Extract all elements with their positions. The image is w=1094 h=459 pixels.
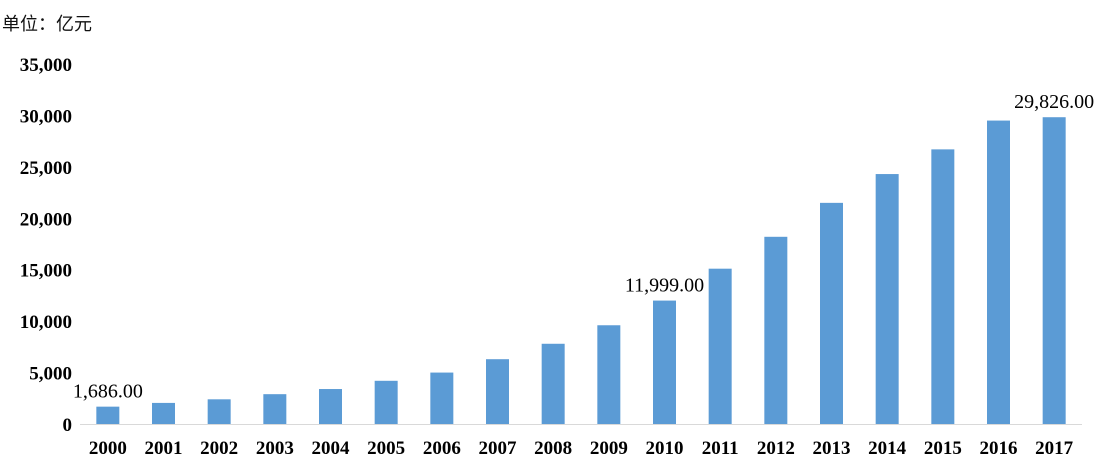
x-tick-label: 2002	[200, 438, 238, 459]
bar-2013	[820, 202, 843, 424]
bar-2004	[319, 389, 342, 424]
x-tick-label: 2014	[868, 438, 907, 459]
y-tick-label: 0	[63, 415, 73, 436]
bar-2006	[430, 372, 454, 424]
y-tick-label: 10,000	[20, 312, 72, 333]
bar-2000	[96, 406, 120, 424]
x-tick-label: 2011	[702, 438, 739, 459]
data-label: 11,999.00	[625, 275, 704, 297]
x-tick-label: 2007	[479, 438, 518, 459]
y-tick-label: 30,000	[20, 106, 72, 127]
bar-2008	[541, 343, 565, 424]
bar-2010	[653, 300, 676, 424]
x-tick-label: 2017	[1035, 438, 1074, 459]
bar-2012	[764, 236, 788, 424]
bar-2002	[207, 399, 231, 424]
bar-2011	[708, 268, 732, 424]
bar-2005	[374, 380, 398, 424]
x-tick-label: 2015	[924, 438, 962, 459]
bar-2001	[152, 402, 175, 424]
x-tick-label: 2016	[980, 438, 1018, 459]
x-tick-label: 2013	[813, 438, 851, 459]
y-tick-label: 5,000	[29, 364, 72, 385]
x-tick-label: 2010	[646, 438, 684, 459]
y-tick-label: 15,000	[20, 261, 72, 282]
x-tick-label: 2004	[312, 438, 351, 459]
x-tick-label: 2008	[534, 438, 572, 459]
data-label: 29,826.00	[1014, 91, 1094, 113]
bar-2009	[597, 325, 621, 424]
y-tick-label: 25,000	[20, 158, 72, 179]
x-tick-label: 2005	[367, 438, 405, 459]
bar-2017	[1042, 117, 1066, 424]
bar-2014	[875, 174, 899, 424]
x-tick-label: 2012	[757, 438, 795, 459]
x-tick-label: 2009	[590, 438, 628, 459]
y-tick-label: 20,000	[20, 209, 72, 230]
x-tick-label: 2001	[145, 438, 183, 459]
x-tick-label: 2000	[89, 438, 127, 459]
x-tick-label: 2003	[256, 438, 294, 459]
x-tick-label: 2006	[423, 438, 461, 459]
data-label: 1,686.00	[73, 381, 143, 403]
bar-2016	[987, 120, 1010, 425]
y-tick-label: 35,000	[20, 55, 72, 76]
bar-2003	[263, 394, 287, 424]
bar-2007	[486, 359, 509, 424]
bar-2015	[931, 149, 955, 424]
unit-label: 单位：亿元	[2, 14, 92, 35]
